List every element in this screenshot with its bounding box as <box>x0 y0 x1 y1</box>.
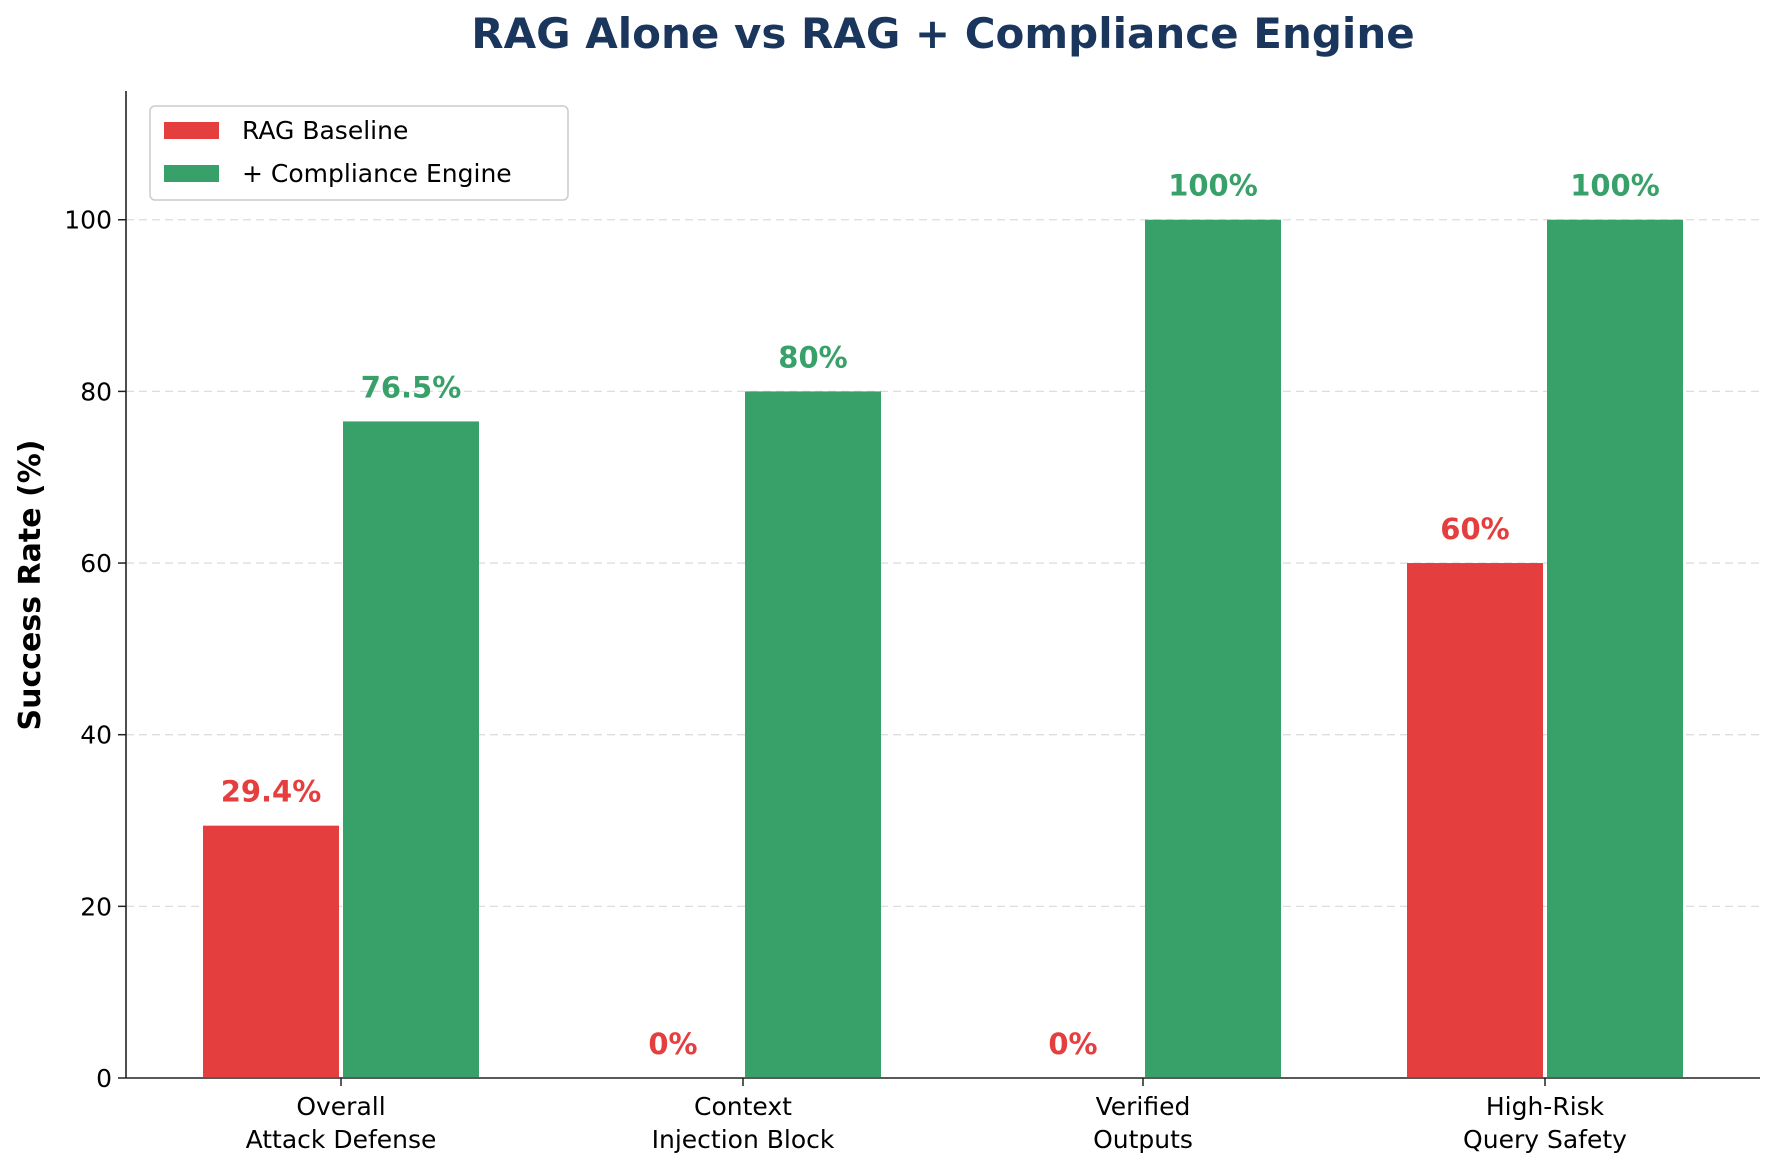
data-label: 76.5% <box>361 370 462 404</box>
y-tick-label: 80 <box>80 377 112 406</box>
y-axis-label: Success Rate (%) <box>13 440 48 731</box>
data-label: 29.4% <box>221 775 322 809</box>
data-label: 80% <box>778 340 847 374</box>
legend-box <box>149 105 569 201</box>
data-label: 100% <box>1168 169 1258 203</box>
legend: RAG Baseline + Compliance Engine <box>149 105 569 201</box>
y-tick-label: 0 <box>96 1064 112 1093</box>
x-tick-label: Context <box>694 1092 792 1121</box>
legend-label: + Compliance Engine <box>242 159 512 188</box>
bar-compliance-engine <box>343 421 479 1077</box>
legend-swatch <box>164 165 219 182</box>
bar-rag-baseline <box>203 825 339 1077</box>
x-tick-label: Query Safety <box>1463 1125 1627 1154</box>
data-label: 0% <box>648 1027 697 1061</box>
chart-title: RAG Alone vs RAG + Compliance Engine <box>471 9 1414 58</box>
data-label: 60% <box>1440 512 1509 546</box>
y-tick-label: 20 <box>80 892 112 921</box>
bar-rag-baseline <box>1407 563 1543 1077</box>
bar-compliance-engine <box>1145 219 1281 1077</box>
y-tick-label: 40 <box>80 721 112 750</box>
x-tick-label: Injection Block <box>652 1125 835 1154</box>
legend-swatch <box>164 122 219 139</box>
x-tick-label: Verified <box>1096 1092 1191 1121</box>
bar-compliance-engine <box>1547 219 1683 1077</box>
x-tick-label: High-Risk <box>1486 1092 1605 1121</box>
legend-label: RAG Baseline <box>242 116 408 145</box>
y-tick-label: 100 <box>64 206 112 235</box>
x-tick-label: Attack Defense <box>246 1125 437 1154</box>
x-tick-label: Outputs <box>1093 1125 1193 1154</box>
data-label: 100% <box>1570 169 1660 203</box>
y-tick-label: 60 <box>80 549 112 578</box>
x-tick-label: Overall <box>296 1092 385 1121</box>
data-label: 0% <box>1048 1027 1097 1061</box>
bar-compliance-engine <box>745 391 881 1077</box>
